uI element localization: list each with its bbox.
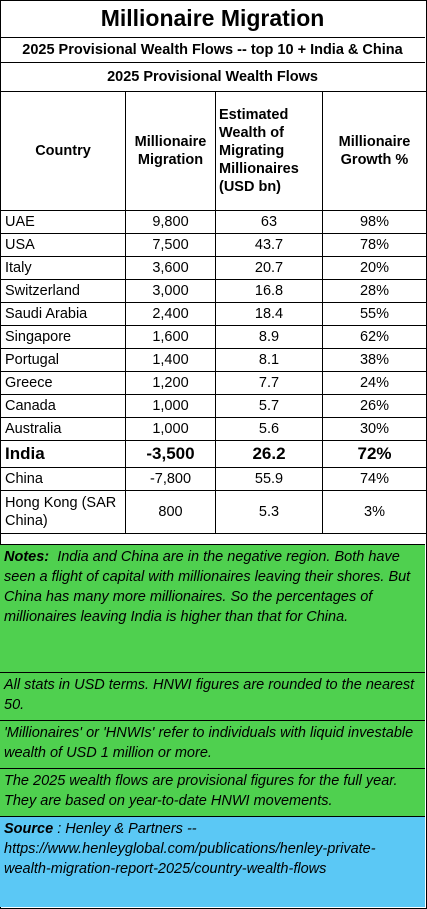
cell-growth: 38% [322,348,427,372]
cell-country: Hong Kong (SAR China) [0,490,126,534]
table-row: Canada 1,000 5.7 26% [0,394,427,418]
section-title: 2025 Provisional Wealth Flows [0,63,425,92]
cell-wealth: 26.2 [215,440,323,468]
wealth-flows-table: Country Millionaire Migration Estimated … [0,91,427,534]
table-row: Saudi Arabia 2,400 18.4 55% [0,302,427,326]
source-box: Source : Henley & Partners -- https://ww… [0,816,425,907]
cell-migration: 3,000 [125,279,216,303]
cell-country: Greece [0,371,126,395]
cell-migration: 800 [125,490,216,534]
table-row: Italy 3,600 20.7 20% [0,256,427,280]
cell-growth: 55% [322,302,427,326]
column-header-wealth: Estimated Wealth of Migrating Millionair… [215,91,323,211]
cell-growth: 26% [322,394,427,418]
provisional-note: The 2025 wealth flows are provisional fi… [0,768,425,816]
cell-country: USA [0,233,126,257]
cell-country: Portugal [0,348,126,372]
cell-wealth: 8.9 [215,325,323,349]
notes-text: India and China are in the negative regi… [4,549,411,625]
cell-migration: 9,800 [125,210,216,234]
table-header-row: Country Millionaire Migration Estimated … [0,91,427,211]
source-text: : Henley & Partners -- https://www.henle… [4,821,376,877]
table-row: UAE 9,800 63 98% [0,210,427,234]
cell-country: Saudi Arabia [0,302,126,326]
cell-country: Switzerland [0,279,126,303]
cell-migration: 7,500 [125,233,216,257]
cell-wealth: 43.7 [215,233,323,257]
cell-growth: 30% [322,417,427,441]
subtitle: 2025 Provisional Wealth Flows -- top 10 … [0,38,425,63]
cell-wealth: 5.6 [215,417,323,441]
cell-country: UAE [0,210,126,234]
table-row: USA 7,500 43.7 78% [0,233,427,257]
cell-growth: 20% [322,256,427,280]
table-row-highlight: India -3,500 26.2 72% [0,440,427,468]
cell-migration: 1,400 [125,348,216,372]
cell-growth: 24% [322,371,427,395]
cell-migration: -7,800 [125,467,216,491]
table-row: Singapore 1,600 8.9 62% [0,325,427,349]
cell-country: Italy [0,256,126,280]
table-row: Switzerland 3,000 16.8 28% [0,279,427,303]
cell-country: Australia [0,417,126,441]
stats-note: All stats in USD terms. HNWI figures are… [0,672,425,720]
definition-note: 'Millionaires' or 'HNWIs' refer to indiv… [0,720,425,768]
page-title: Millionaire Migration [0,0,425,38]
notes-label: Notes: [4,549,50,565]
cell-growth: 3% [322,490,427,534]
cell-migration: 1,600 [125,325,216,349]
cell-migration: 1,000 [125,417,216,441]
cell-growth: 78% [322,233,427,257]
notes-box: Notes: India and China are in the negati… [0,544,425,672]
cell-growth: 74% [322,467,427,491]
cell-migration: 2,400 [125,302,216,326]
cell-country: China [0,467,126,491]
cell-wealth: 8.1 [215,348,323,372]
cell-migration: -3,500 [125,440,216,468]
cell-migration: 1,000 [125,394,216,418]
table-row: Portugal 1,400 8.1 38% [0,348,427,372]
cell-migration: 3,600 [125,256,216,280]
column-header-migration: Millionaire Migration [125,91,216,211]
cell-country: India [0,440,126,468]
table-row: Hong Kong (SAR China) 800 5.3 3% [0,490,427,534]
source-label: Source [4,821,54,837]
table-row: China -7,800 55.9 74% [0,467,427,491]
cell-country: Singapore [0,325,126,349]
cell-growth: 98% [322,210,427,234]
table-row: Greece 1,200 7.7 24% [0,371,427,395]
cell-growth: 28% [322,279,427,303]
column-header-growth: Millionaire Growth % [322,91,427,211]
column-header-country: Country [0,91,126,211]
table-row: Australia 1,000 5.6 30% [0,417,427,441]
cell-wealth: 5.7 [215,394,323,418]
cell-wealth: 5.3 [215,490,323,534]
cell-wealth: 16.8 [215,279,323,303]
cell-growth: 62% [322,325,427,349]
cell-migration: 1,200 [125,371,216,395]
cell-wealth: 63 [215,210,323,234]
cell-wealth: 7.7 [215,371,323,395]
cell-wealth: 18.4 [215,302,323,326]
cell-country: Canada [0,394,126,418]
cell-growth: 72% [322,440,427,468]
cell-wealth: 55.9 [215,467,323,491]
cell-wealth: 20.7 [215,256,323,280]
